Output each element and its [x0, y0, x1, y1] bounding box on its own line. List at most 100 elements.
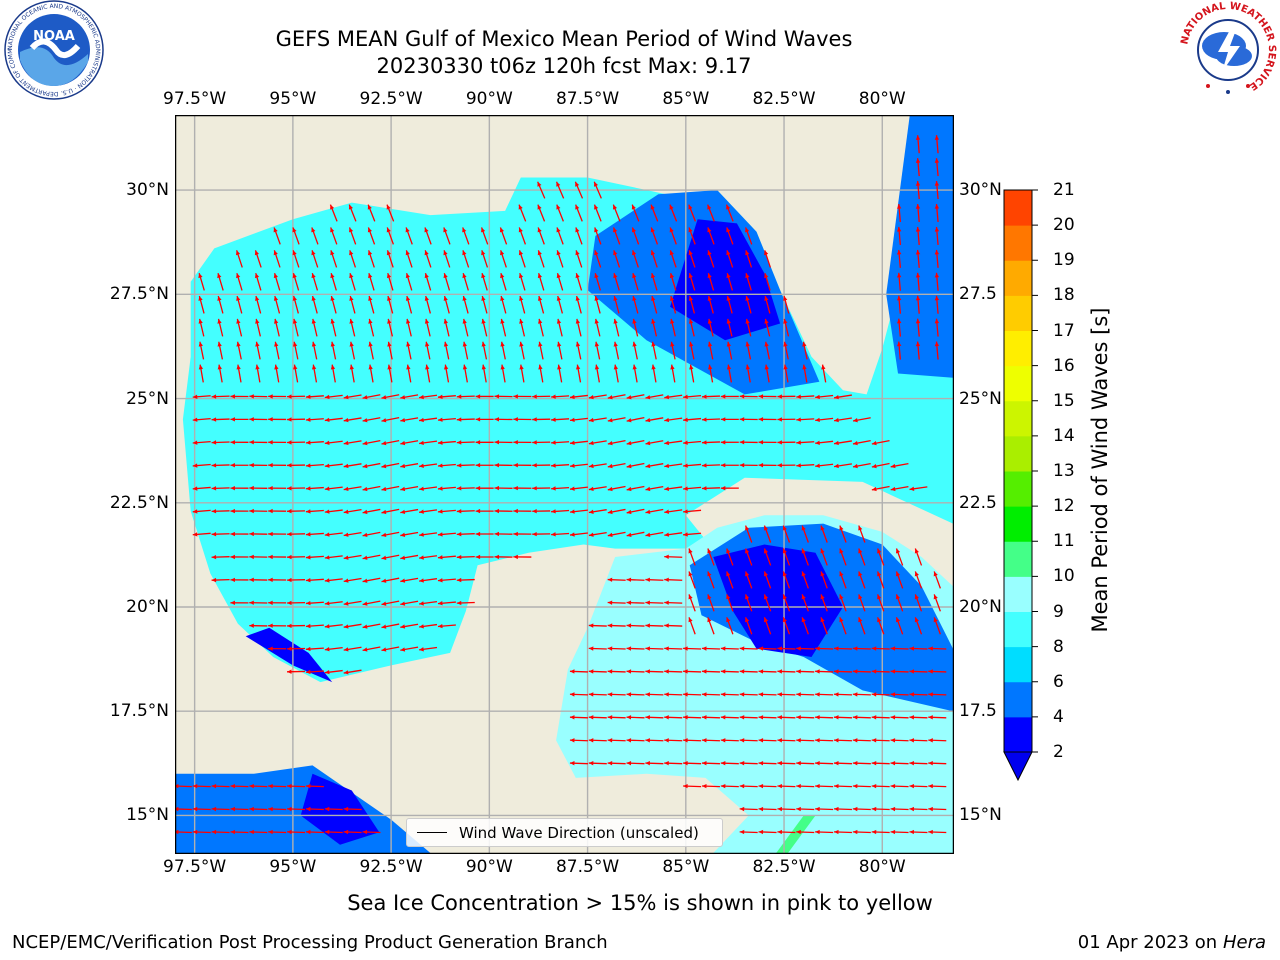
wave-arrow [871, 692, 890, 697]
wave-arrow [909, 715, 928, 720]
wave-arrow [249, 440, 268, 445]
noaa-logo-icon: NATIONAL OCEANIC AND ATMOSPHERIC ADMINIS… [4, 0, 104, 100]
wave-arrow [802, 364, 808, 383]
wave-arrow [764, 318, 771, 337]
wave-arrow [626, 738, 645, 743]
wave-arrow [664, 532, 683, 537]
wave-arrow [815, 829, 834, 835]
wave-arrow [645, 669, 664, 674]
wave-arrow [858, 548, 866, 566]
wave-arrow [645, 600, 664, 605]
wave-arrow [783, 295, 790, 314]
wave-arrow [626, 669, 645, 674]
wave-arrow [349, 364, 355, 383]
lat-tick-left: 15°N [126, 805, 169, 826]
wave-arrow [852, 761, 871, 766]
chart-title: GEFS MEAN Gulf of Mexico Mean Period of … [275, 27, 853, 51]
wave-arrow [594, 227, 602, 245]
wave-arrow [192, 829, 211, 835]
wave-arrow [475, 531, 494, 537]
wave-arrow [456, 577, 475, 583]
colorbar-segment [1004, 681, 1032, 718]
lat-tick-right: 15°N [959, 805, 1002, 826]
wave-arrow [688, 295, 696, 314]
wave-arrow [405, 272, 413, 291]
wave-arrow [725, 204, 734, 222]
nws-logo-icon: NATIONAL WEATHER SERVICE [1179, 1, 1277, 99]
wave-arrow [739, 829, 758, 835]
wave-arrow [626, 394, 645, 400]
wave-arrow [268, 577, 287, 583]
wave-arrow [456, 394, 475, 399]
wave-arrow [249, 623, 268, 628]
wave-arrow [890, 783, 909, 789]
wave-arrow [518, 227, 527, 245]
colorbar-segment [1004, 506, 1032, 542]
wave-arrow [349, 250, 357, 268]
wave-arrow [895, 594, 904, 612]
wave-arrow [739, 462, 758, 468]
wave-arrow [626, 715, 645, 720]
wave-arrow [934, 226, 940, 245]
wave-arrow [651, 318, 658, 337]
wave-arrow [400, 394, 419, 400]
wave-arrow [349, 295, 356, 314]
wave-arrow [362, 417, 381, 423]
colorbar-tick-label: 6 [1053, 671, 1064, 692]
wave-arrow [311, 295, 318, 314]
wave-arrow [575, 204, 583, 222]
map-legend: Wind Wave Direction (unscaled) [406, 818, 723, 847]
wave-arrow [833, 440, 852, 446]
colorbar-tick-label: 21 [1053, 180, 1075, 200]
wave-arrow [720, 463, 739, 468]
wave-arrow [569, 417, 588, 423]
wave-arrow [532, 440, 551, 445]
wave-arrow [745, 272, 752, 291]
wave-arrow [915, 203, 921, 223]
wave-arrow [915, 158, 921, 177]
wave-arrow [739, 646, 758, 651]
wave-arrow [305, 417, 324, 422]
wave-arrow [575, 341, 582, 360]
wave-arrow [796, 806, 815, 812]
wave-arrow [475, 463, 494, 468]
wave-arrow [230, 600, 249, 605]
wave-arrow [481, 295, 488, 314]
wave-arrow [236, 295, 243, 314]
wave-arrow [574, 181, 584, 199]
wave-arrow [726, 318, 733, 337]
wave-arrow [796, 829, 815, 835]
colorbar-tick-label: 18 [1053, 285, 1075, 306]
wave-arrow [701, 486, 720, 491]
wave-arrow [664, 600, 683, 605]
noaa-logo-text: NOAA [33, 29, 75, 44]
wave-arrow [683, 669, 702, 674]
wave-arrow [362, 623, 381, 629]
wave-arrow [192, 509, 211, 514]
wave-arrow [796, 646, 815, 651]
wave-arrow [645, 394, 664, 400]
wave-arrow [362, 462, 381, 469]
wave-arrow [815, 692, 834, 697]
wave-arrow [833, 829, 852, 835]
wave-arrow [400, 577, 419, 583]
wave-arrow [287, 669, 306, 674]
wave-arrow [664, 509, 683, 514]
wave-arrow [720, 692, 739, 697]
wave-arrow [192, 532, 211, 537]
wave-arrow [268, 463, 287, 468]
wave-arrow [249, 417, 268, 422]
wave-arrow [871, 829, 890, 835]
wave-arrow [833, 761, 852, 766]
wave-arrow [909, 486, 928, 491]
wave-arrow [651, 364, 657, 383]
wave-arrow [362, 577, 381, 583]
wave-arrow [419, 600, 438, 606]
wave-arrow [588, 394, 607, 400]
wave-arrow [626, 623, 645, 628]
wave-arrow [481, 341, 488, 360]
wave-arrow [839, 571, 847, 589]
wave-arrow [198, 364, 204, 383]
wave-arrow [707, 272, 715, 291]
wave-arrow [462, 341, 469, 360]
